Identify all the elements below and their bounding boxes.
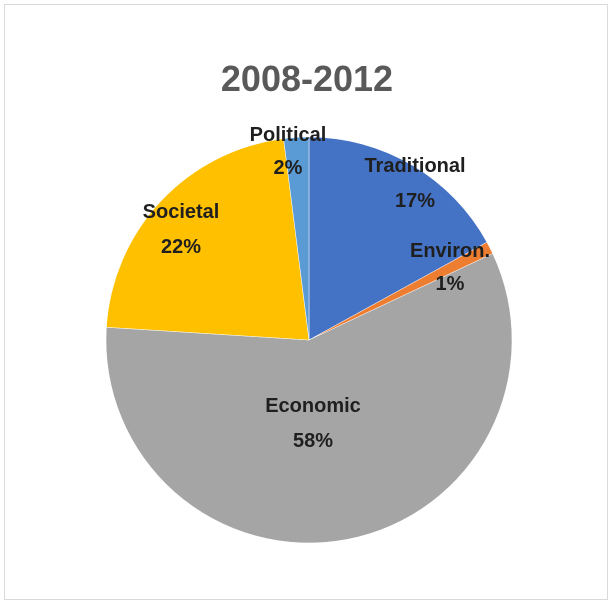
slice-label-economic: Economic [265,395,361,417]
slice-percent-economic: 58% [293,430,333,452]
pie-slice-societal [106,138,310,341]
pie-slice-political [283,136,310,341]
slice-percent-environ: 1% [436,273,465,295]
slice-percent-traditional: 17% [395,190,435,212]
slice-label-societal: Societal [143,201,220,223]
slice-percent-societal: 22% [161,236,201,258]
pie-slice-economic [105,253,513,544]
pie-slice-traditional [308,136,488,341]
pie-slices [105,136,513,544]
slice-label-environ: Environ. [410,240,490,262]
slice-labels: Traditional 17% Environ. 1% Economic 58% Socie… [143,124,490,452]
slice-label-political: Political [250,124,327,146]
slice-percent-political: 2% [274,157,303,179]
slice-label-traditional: Traditional [364,155,465,177]
chart-title: 2008-2012 [220,58,394,99]
